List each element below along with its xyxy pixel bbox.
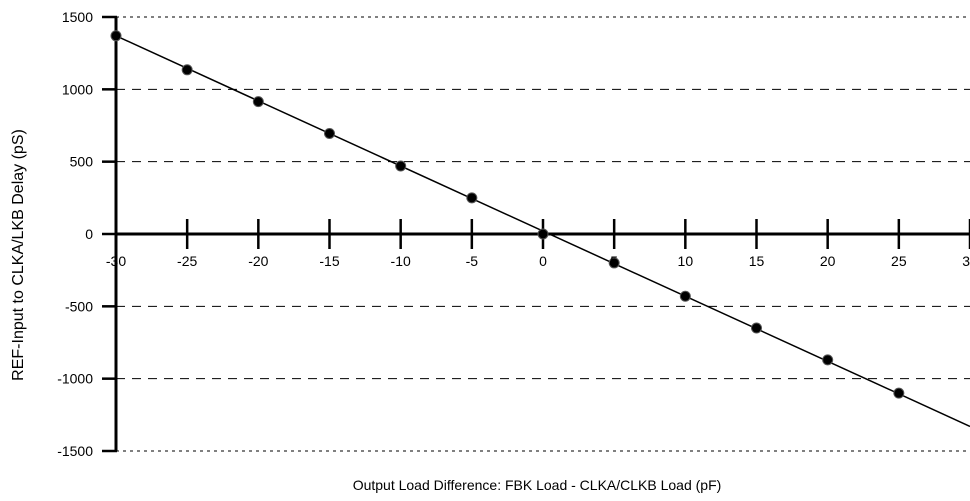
data-point bbox=[822, 354, 834, 366]
x-tick-label: -5 bbox=[466, 253, 479, 269]
data-point bbox=[679, 290, 691, 302]
data-point bbox=[252, 96, 264, 108]
y-axis-title: REF-Input to CLKA/LKB Delay (pS) bbox=[10, 129, 27, 381]
x-tick-label: -10 bbox=[391, 253, 411, 269]
x-tick-label: -15 bbox=[319, 253, 339, 269]
x-tick-label: 10 bbox=[678, 253, 694, 269]
x-tick-label: 5 bbox=[610, 253, 618, 269]
series bbox=[110, 30, 970, 428]
x-tick-label: -20 bbox=[248, 253, 268, 269]
tick-labels: 1500 1000 500 0 -500 -1000 -1500 -30 -25 -20 -15 -1… bbox=[57, 9, 970, 459]
ticks bbox=[102, 15, 970, 453]
data-point bbox=[608, 257, 620, 269]
x-tick-label: -25 bbox=[177, 253, 197, 269]
x-tick-label: 30 bbox=[962, 253, 970, 269]
x-axis-title: Output Load Difference: FBK Load - CLKA/… bbox=[353, 477, 722, 493]
data-point bbox=[181, 64, 193, 76]
x-tick-label: 15 bbox=[749, 253, 765, 269]
x-tick-label: 20 bbox=[820, 253, 836, 269]
y-tick-label: -500 bbox=[65, 298, 93, 314]
y-tick-label: -1500 bbox=[57, 443, 93, 459]
y-tick-label: 0 bbox=[85, 226, 93, 242]
data-point bbox=[110, 30, 122, 42]
y-tick-label: -1000 bbox=[57, 371, 93, 387]
data-point bbox=[893, 387, 905, 399]
x-tick-label: -30 bbox=[106, 253, 126, 269]
data-point bbox=[324, 127, 335, 139]
data-point bbox=[466, 192, 478, 204]
x-tick-label: 0 bbox=[539, 253, 547, 269]
data-point bbox=[751, 322, 762, 334]
y-tick-label: 1500 bbox=[62, 9, 93, 25]
y-tick-label: 1000 bbox=[62, 81, 93, 97]
data-point bbox=[395, 160, 407, 172]
y-tick-label: 500 bbox=[70, 154, 94, 170]
x-tick-label: 25 bbox=[891, 253, 907, 269]
data-point bbox=[537, 228, 549, 240]
grid-lines bbox=[116, 16, 970, 452]
